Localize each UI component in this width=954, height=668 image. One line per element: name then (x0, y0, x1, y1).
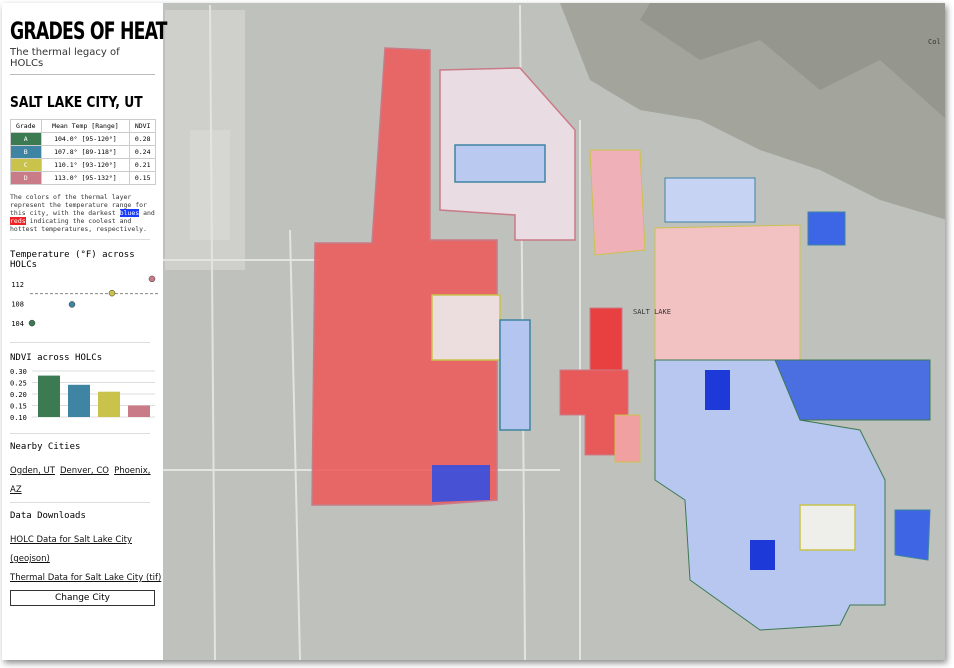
chart-title: NDVI across HOLCs (10, 353, 103, 363)
city-link[interactable]: Phoenix, AZ (10, 466, 151, 495)
divider (10, 502, 150, 503)
temp-cell: 107.8° [89-118°] (40, 145, 131, 159)
city-link[interactable]: Ogden, UT (10, 466, 55, 476)
column-header: Grade (10, 119, 42, 133)
y-tick-label: 112 (11, 281, 24, 289)
column-header: Mean Temp [Range] (40, 119, 131, 133)
ndvi-cell: 0.15 (129, 171, 156, 185)
map-label: SALT LAKE (633, 308, 671, 316)
section-title: Nearby Cities (10, 442, 81, 452)
download-link[interactable]: HOLC Data for Salt Lake City (geojson) (10, 535, 132, 564)
app: SALT LAKE Col GRADES OF HEAT The thermal … (2, 3, 945, 660)
temp-dot (28, 319, 36, 327)
highlight: blues (119, 209, 140, 217)
highlight: reds (10, 217, 26, 225)
grade-cell: C (10, 158, 42, 172)
ndvi-bar (98, 391, 120, 417)
header-row: Grade Mean Temp [Range] NDVI (10, 119, 156, 133)
download-links: HOLC Data for Salt Lake City (geojson) Th… (10, 527, 163, 584)
ndvi-cell: 0.21 (129, 158, 156, 172)
ndvi-cell: 0.24 (129, 145, 156, 159)
grade-cell: A (10, 132, 42, 146)
city-links: Ogden, UT Denver, CO Phoenix, AZ (10, 458, 163, 496)
section-title: Data Downloads (10, 511, 86, 521)
text: and (143, 209, 155, 217)
temp-dot (148, 275, 156, 283)
change-city-button[interactable]: Change City (10, 590, 155, 606)
description: The colors of the thermal layer represen… (10, 193, 156, 233)
temp-chart: 104 108 112 (11, 275, 158, 328)
temp-dot (68, 301, 76, 308)
table-row: C 110.1° [93-120°] 0.21 (10, 158, 156, 172)
column-header: NDVI (129, 119, 156, 133)
grade-table: Grade Mean Temp [Range] NDVI A 104.0° [95-12… (10, 119, 156, 185)
temp-dot (108, 289, 116, 297)
temp-cell: 104.0° [95-120°] (40, 132, 131, 146)
city-link[interactable]: Denver, CO (60, 466, 109, 476)
y-tick-label: 0.20 (10, 391, 27, 399)
table-row: D 113.0° [95-132°] 0.15 (10, 171, 156, 185)
text: indicating the coolest and hottest tempe… (10, 217, 147, 233)
temp-cell: 110.1° [93-120°] (40, 158, 131, 172)
ndvi-chart: 0.30 0.25 0.20 0.15 0.10 (10, 368, 155, 422)
ndvi-cell: 0.28 (129, 132, 156, 146)
table-row: B 107.8° [89-118°] 0.24 (10, 145, 156, 159)
map: SALT LAKE Col (163, 3, 945, 660)
chart-title: Temperature (°F) across HOLCs (10, 250, 135, 270)
y-tick-label: 0.30 (10, 368, 27, 376)
table-row: A 104.0° [95-120°] 0.28 (10, 132, 156, 146)
app-subtitle: The thermal legacy of HOLCs (10, 47, 155, 75)
app-title: GRADES OF HEAT (10, 17, 167, 45)
y-tick-label: 108 (11, 300, 24, 308)
y-tick-label: 104 (11, 320, 24, 328)
download-link[interactable]: Thermal Data for Salt Lake City (tif) (10, 573, 162, 583)
map-label: Col (928, 38, 941, 46)
ndvi-bar (38, 375, 60, 417)
y-tick-label: 0.15 (10, 403, 27, 411)
divider (10, 433, 150, 434)
temp-cell: 113.0° [95-132°] (40, 171, 131, 185)
ndvi-bar (128, 405, 150, 417)
y-tick-label: 0.25 (10, 380, 27, 388)
divider (10, 239, 150, 240)
sidebar: GRADES OF HEAT The thermal legacy of HOL… (2, 3, 167, 660)
ndvi-bar (68, 384, 90, 417)
grade-cell: B (10, 145, 42, 159)
text: The colors of the thermal layer represen… (10, 193, 147, 217)
city-name: SALT LAKE CITY, UT (10, 93, 143, 111)
divider (10, 342, 150, 343)
y-tick-label: 0.10 (10, 414, 27, 422)
grade-cell: D (10, 171, 42, 185)
